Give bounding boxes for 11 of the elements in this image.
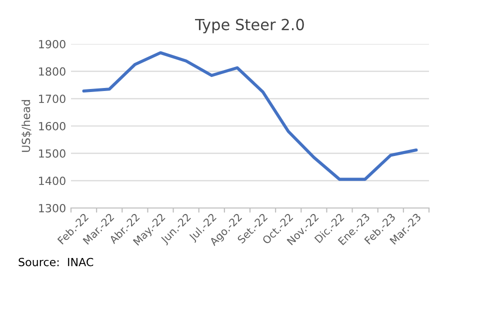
y-axis-title: US$/head	[22, 100, 32, 152]
y-tick-label: 1400	[39, 176, 66, 186]
y-tick-label: 1300	[39, 204, 66, 212]
y-tick-label: 1500	[39, 149, 66, 158]
y-tick-label: 1700	[39, 94, 66, 104]
y-tick-label: 1800	[39, 67, 66, 76]
y-tick-label: 1900	[39, 40, 66, 48]
source-note: Source: INAC	[18, 258, 94, 266]
line-series	[82, 51, 418, 181]
chart-title: Type Steer 2.0	[195, 18, 304, 34]
y-tick-label: 1600	[39, 122, 66, 130]
